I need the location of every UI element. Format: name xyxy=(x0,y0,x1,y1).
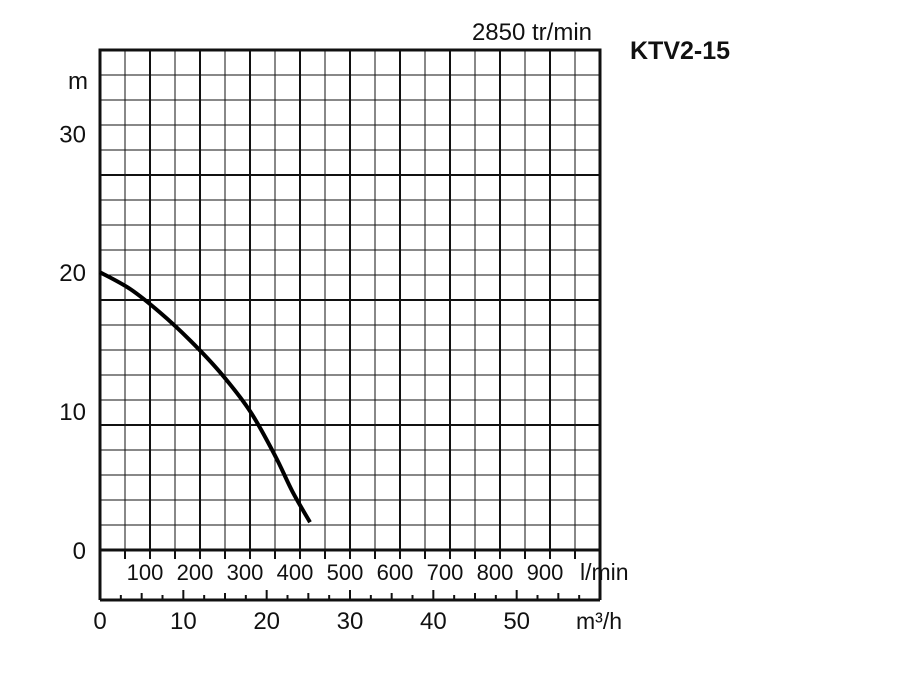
grid-lines xyxy=(100,50,600,550)
model-title: KTV2-15 xyxy=(630,37,730,65)
primary-x-tick-label: 300 xyxy=(227,560,264,585)
secondary-x-tick-label: 30 xyxy=(337,608,364,635)
y-tick-label: 0 xyxy=(73,538,86,565)
primary-x-tick-label: 500 xyxy=(327,560,364,585)
secondary-x-tick-label: 50 xyxy=(503,608,530,635)
x-secondary-unit-label: m³/h xyxy=(576,608,622,634)
primary-x-tick-label: 100 xyxy=(127,560,164,585)
primary-x-tick-label: 700 xyxy=(427,560,464,585)
primary-x-tick-label: 200 xyxy=(177,560,214,585)
x-primary-unit-label: l/min xyxy=(580,559,629,585)
primary-x-tick-label: 800 xyxy=(477,560,514,585)
curve-layer xyxy=(99,270,312,524)
primary-x-tick-label: 400 xyxy=(277,560,314,585)
pump-curve-line xyxy=(99,270,312,524)
secondary-x-tick-label: 0 xyxy=(93,608,106,635)
secondary-x-tick-label: 20 xyxy=(253,608,280,635)
label-layer: 2850 tr/min KTV2-15 m l/min m³/h 0 10 20 30… xyxy=(59,19,730,635)
y-tick-label: 20 xyxy=(59,260,86,287)
y-tick-label: 30 xyxy=(59,121,86,148)
secondary-x-tick-label: 40 xyxy=(420,608,447,635)
y-tick-label: 10 xyxy=(59,399,86,426)
secondary-x-tick-label: 10 xyxy=(170,608,197,635)
speed-label: 2850 tr/min xyxy=(472,19,592,46)
y-axis-unit-label: m xyxy=(68,68,88,95)
chart-frame xyxy=(98,48,602,602)
primary-x-tick-label: 900 xyxy=(527,560,564,585)
primary-x-tick-label: 600 xyxy=(377,560,414,585)
